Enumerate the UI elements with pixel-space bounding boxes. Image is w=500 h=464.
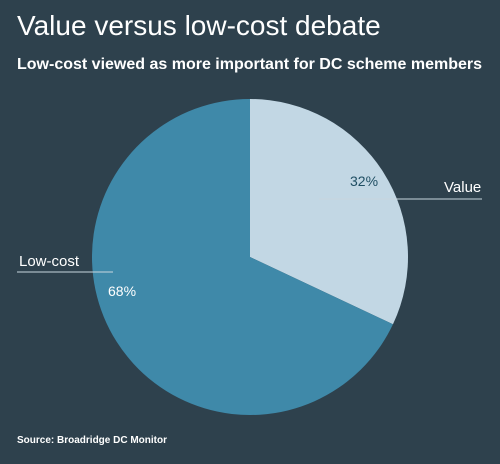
pie-slice-value xyxy=(250,99,409,325)
low-cost-percent-label: 68% xyxy=(108,283,136,299)
chart-title: Value versus low-cost debate xyxy=(17,10,381,41)
source-note: Source: Broadridge DC Monitor xyxy=(17,435,168,446)
pie-slice-low-cost xyxy=(92,99,393,416)
value-percent-label: 32% xyxy=(350,173,378,189)
low-cost-category-label: Low-cost xyxy=(19,253,80,270)
value-category-label: Value xyxy=(444,179,481,196)
chart-subtitle: Low-cost viewed as more important for DC… xyxy=(17,56,483,73)
pie-slices xyxy=(92,99,409,416)
